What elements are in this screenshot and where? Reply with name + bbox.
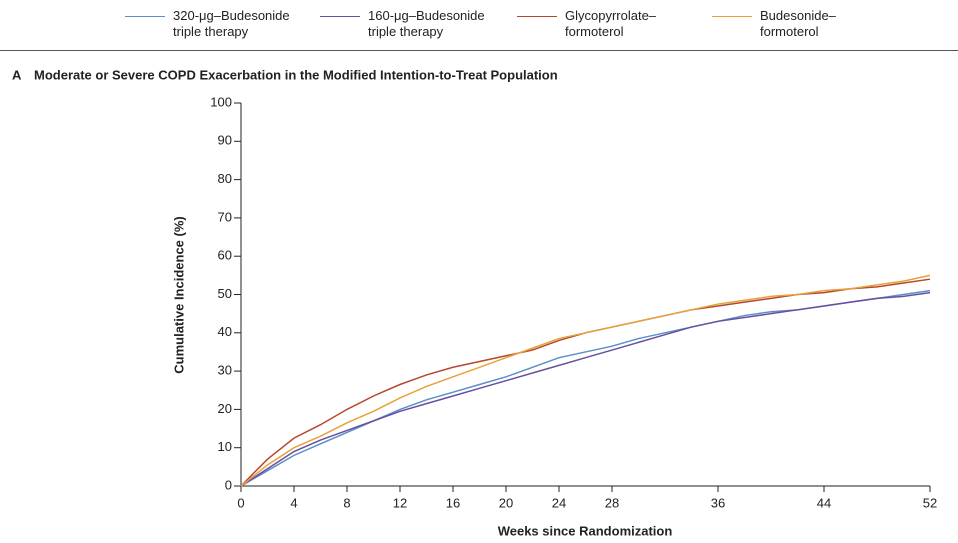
y-axis-label: Cumulative Incidence (%) bbox=[171, 216, 186, 373]
x-tick-label: 16 bbox=[446, 495, 460, 510]
y-tick-label: 70 bbox=[218, 209, 232, 224]
legend-entry: 160-μg–Budesonide triple therapy bbox=[320, 8, 486, 40]
legend-entry: Glycopyrrolate–formoterol bbox=[517, 8, 683, 40]
x-tick-label: 36 bbox=[711, 495, 725, 510]
legend-swatch bbox=[712, 16, 752, 17]
legend-entry: Budesonide–formoterol bbox=[712, 8, 878, 40]
x-tick-label: 52 bbox=[923, 495, 937, 510]
series-line bbox=[240, 274, 931, 487]
y-tick-label: 60 bbox=[218, 248, 232, 263]
x-tick-label: 44 bbox=[817, 495, 831, 510]
legend-label: 160-μg–Budesonide triple therapy bbox=[368, 8, 485, 39]
x-tick-label: 4 bbox=[290, 495, 297, 510]
x-tick-label: 12 bbox=[393, 495, 407, 510]
x-tick-label: 20 bbox=[499, 495, 513, 510]
y-tick-label: 30 bbox=[218, 363, 232, 378]
y-tick-label: 100 bbox=[210, 94, 232, 109]
legend: 320-μg–Budesonide triple therapy 160-μg–B… bbox=[0, 0, 958, 51]
panel-label: A bbox=[12, 67, 22, 82]
y-tick-label: 50 bbox=[218, 286, 232, 301]
x-tick-label: 24 bbox=[552, 495, 566, 510]
y-tick-label: 0 bbox=[225, 477, 232, 492]
series-line bbox=[240, 289, 931, 487]
legend-label: Glycopyrrolate–formoterol bbox=[565, 8, 657, 39]
legend-swatch bbox=[320, 16, 360, 17]
x-axis-label: Weeks since Randomization bbox=[498, 523, 673, 538]
x-tick-label: 8 bbox=[343, 495, 350, 510]
y-tick-label: 90 bbox=[218, 133, 232, 148]
y-tick-label: 80 bbox=[218, 171, 232, 186]
series-line bbox=[240, 291, 931, 487]
x-tick-label: 28 bbox=[605, 495, 619, 510]
legend-label: Budesonide–formoterol bbox=[760, 8, 836, 39]
legend-label: 320-μg–Budesonide triple therapy bbox=[173, 8, 290, 39]
y-tick-label: 20 bbox=[218, 401, 232, 416]
series-line bbox=[240, 278, 931, 487]
y-tick-label: 10 bbox=[218, 439, 232, 454]
legend-entry: 320-μg–Budesonide triple therapy bbox=[125, 8, 291, 40]
x-tick-label: 0 bbox=[237, 495, 244, 510]
legend-swatch bbox=[517, 16, 557, 17]
legend-swatch bbox=[125, 16, 165, 17]
y-tick-label: 40 bbox=[218, 324, 232, 339]
chart-title: Moderate or Severe COPD Exacerbation in … bbox=[34, 67, 558, 82]
